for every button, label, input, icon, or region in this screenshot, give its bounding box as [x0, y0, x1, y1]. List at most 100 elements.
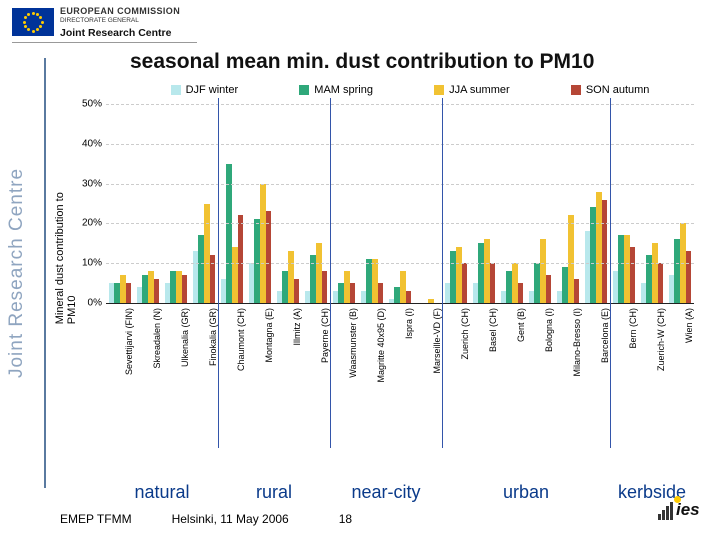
legend-swatch-icon — [571, 85, 581, 95]
legend-swatch-icon — [434, 85, 444, 95]
legend-item-djf: DJF winter — [171, 84, 239, 96]
legend-label: DJF winter — [186, 84, 239, 96]
legend-label: JJA summer — [449, 84, 510, 96]
site-group — [666, 104, 694, 303]
site-group — [414, 104, 442, 303]
x-tick-label: Marseille-VD (F) — [432, 308, 442, 408]
ec-directorate: DIRECTORATE GENERAL — [60, 17, 180, 25]
y-gridline — [106, 104, 694, 105]
y-gridline — [106, 223, 694, 224]
x-tick-label: Finokalia (GR) — [208, 308, 218, 408]
bar-son — [154, 279, 160, 303]
site-group — [526, 104, 554, 303]
eu-flag-icon — [12, 8, 54, 36]
site-group — [582, 104, 610, 303]
group-divider — [330, 98, 331, 448]
x-tick-label: Barcelona (E) — [600, 308, 610, 408]
site-group — [302, 104, 330, 303]
chart-legend: DJF winterMAM springJJA summerSON autumn — [140, 80, 680, 100]
legend-swatch-icon — [171, 85, 181, 95]
group-label: near-city — [341, 482, 431, 503]
bar-son — [322, 271, 328, 303]
bar-son — [378, 283, 384, 303]
group-label: natural — [117, 482, 207, 503]
site-group — [358, 104, 386, 303]
bar-son — [630, 247, 636, 303]
jrc-sidebar: Joint Research Centre — [6, 58, 48, 488]
x-tick-label: Sevettijarvi (FIN) — [124, 308, 134, 408]
site-group — [246, 104, 274, 303]
footer-left: EMEP TFMM — [60, 512, 132, 526]
bar-son — [686, 251, 692, 303]
x-tick-label: Ulkenalia (GR) — [180, 308, 190, 408]
y-tick: 0% — [70, 298, 102, 309]
sidebar-line — [44, 58, 46, 488]
ec-jrc: Joint Research Centre — [60, 27, 180, 40]
legend-swatch-icon — [299, 85, 309, 95]
sidebar-text: Joint Research Centre — [6, 168, 28, 378]
ies-logo: ies — [658, 498, 706, 530]
site-group — [330, 104, 358, 303]
bars-layer — [106, 104, 694, 303]
header-divider — [12, 42, 197, 43]
x-tick-label: Zuerich-W (CH) — [656, 308, 666, 408]
site-group — [134, 104, 162, 303]
y-gridline — [106, 303, 694, 304]
site-group — [386, 104, 414, 303]
x-tick-label: Skreadalen (N) — [152, 308, 162, 408]
x-tick-label: Basel (CH) — [488, 308, 498, 408]
site-group — [554, 104, 582, 303]
bar-son — [490, 263, 496, 303]
bar-son — [350, 283, 356, 303]
ec-header-text: EUROPEAN COMMISSION DIRECTORATE GENERAL … — [60, 6, 180, 39]
site-group — [470, 104, 498, 303]
group-divider — [442, 98, 443, 448]
bar-son — [658, 263, 664, 303]
x-tick-label: Wien (A) — [684, 308, 694, 408]
bar-son — [294, 279, 300, 303]
y-tick: 20% — [70, 218, 102, 229]
site-group — [610, 104, 638, 303]
site-group — [274, 104, 302, 303]
bar-son — [182, 275, 188, 303]
y-tick: 30% — [70, 178, 102, 189]
group-label: rural — [229, 482, 319, 503]
bar-son — [546, 275, 552, 303]
x-tick-label: Payerne (CH) — [320, 308, 330, 408]
ec-logo — [12, 8, 54, 36]
site-group — [218, 104, 246, 303]
footer: EMEP TFMM Helsinki, 11 May 2006 18 — [60, 512, 352, 526]
bar-son — [518, 283, 524, 303]
x-tick-label: Waasmunster (B) — [348, 308, 358, 408]
x-tick-label: Illmitz (A) — [292, 308, 302, 408]
group-divider — [610, 98, 611, 448]
y-gridline — [106, 144, 694, 145]
footer-mid: Helsinki, 11 May 2006 — [172, 512, 289, 526]
legend-label: SON autumn — [586, 84, 650, 96]
site-group — [442, 104, 470, 303]
y-tick: 50% — [70, 99, 102, 110]
legend-item-son: SON autumn — [571, 84, 650, 96]
x-tick-label: Bern (CH) — [628, 308, 638, 408]
footer-page: 18 — [339, 512, 352, 526]
bar-son — [574, 279, 580, 303]
x-tick-label: Zuerich (CH) — [460, 308, 470, 408]
group-label: urban — [481, 482, 571, 503]
x-tick-label: Milano-Bresso (I) — [572, 308, 582, 408]
plot-area: 0%10%20%30%40%50%Sevettijarvi (FIN)Skrea… — [106, 104, 694, 304]
y-gridline — [106, 263, 694, 264]
bar-son — [406, 291, 412, 303]
x-tick-label: Montagna (E) — [264, 308, 274, 408]
group-divider — [218, 98, 219, 448]
x-tick-label: Magritte 40x95 (D) — [376, 308, 386, 408]
ies-bars-icon — [658, 504, 674, 520]
legend-item-jja: JJA summer — [434, 84, 510, 96]
bar-son — [462, 263, 468, 303]
bar-son — [126, 283, 132, 303]
x-tick-label: Ispra (I) — [404, 308, 414, 408]
site-group — [498, 104, 526, 303]
chart: DJF winterMAM springJJA summerSON autumn… — [60, 80, 700, 405]
bar-son — [266, 211, 272, 303]
x-tick-label: Bologna (I) — [544, 308, 554, 408]
site-group — [638, 104, 666, 303]
